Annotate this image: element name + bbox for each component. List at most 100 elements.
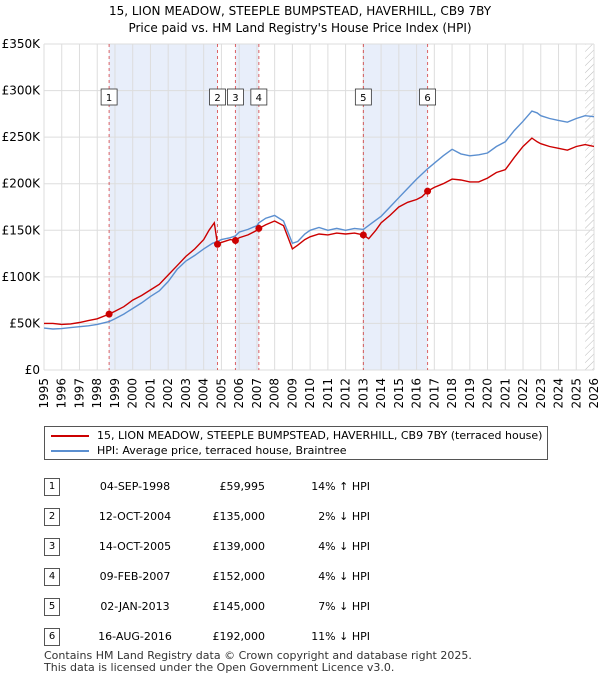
sale-marker-box [354,88,372,106]
x-tick-label: 2017 [427,378,441,409]
sale-date: 04-SEP-1998 [99,480,171,493]
forecast-hatch [585,44,594,370]
x-tick-label: 2000 [126,378,140,409]
x-tick-label: 2004 [197,378,211,409]
x-tick-label: 2009 [285,378,299,409]
sale-row: 3 14-OCT-2005 £139,000 4% ↓ HPI [0,532,600,562]
x-tick-label: 2016 [410,378,424,409]
x-tick-label: 2008 [268,378,282,409]
legend-hpi: HPI: Average price, terraced house, Brai… [51,443,347,459]
sale-hpi-diff: 4% ↓ HPI [318,570,370,583]
sale-points [105,187,432,318]
legend-property-label: 15, LION MEADOW, STEEPLE BUMPSTEAD, HAVE… [97,429,543,442]
x-tick-label: 2014 [374,378,388,409]
sale-marker-box [250,88,268,106]
footer-copyright: Contains HM Land Registry data © Crown c… [44,649,472,662]
x-tick-label: 2006 [232,378,246,409]
sale-point [359,231,367,239]
sale-period-shade [235,44,259,370]
sale-hpi-diff: 2% ↓ HPI [318,510,370,523]
sale-date: 14-OCT-2005 [98,540,172,553]
series-lines [44,110,594,330]
x-tick-label: 2012 [339,378,353,409]
sale-row: 1 04-SEP-1998 £59,995 14% ↑ HPI [0,472,600,502]
sale-row: 6 16-AUG-2016 £192,000 11% ↓ HPI [0,622,600,652]
sale-price: £59,995 [219,480,266,493]
footer: Contains HM Land Registry data © Crown c… [44,650,472,674]
forecast-hatch-area [585,44,594,370]
sale-price: £192,000 [212,630,266,643]
y-tick-label: £350K [2,37,42,51]
legend-hpi-label: HPI: Average price, terraced house, Brai… [97,444,347,457]
sale-marker-box [227,88,244,106]
sale-marker-label: 5 [360,93,366,104]
x-tick-label: 2024 [552,378,566,409]
sale-period-shade [109,44,218,370]
y-tick-label: £100K [2,270,42,284]
legend-hpi-swatch [51,450,89,452]
x-tick-label: 1997 [72,378,86,409]
x-tick-label: 2015 [392,378,406,409]
y-tick-label: £150K [2,223,42,237]
x-tick-label: 1996 [55,378,69,409]
sale-date: 12-OCT-2004 [98,510,172,523]
sale-number: 1 [44,478,60,496]
sale-marker-label: 1 [106,93,112,104]
x-tick-label: 2026 [587,378,600,409]
property-price-line [44,137,594,326]
sale-hpi-diff: 4% ↓ HPI [318,540,370,553]
sale-marker: 3 [227,88,244,106]
sale-marker-label: 6 [424,93,430,104]
sale-period-shade [363,44,428,370]
sale-row: 5 02-JAN-2013 £145,000 7% ↓ HPI [0,592,600,622]
sale-marker: 2 [209,88,226,106]
legend-property: 15, LION MEADOW, STEEPLE BUMPSTEAD, HAVE… [51,428,542,444]
sale-marker: 1 [100,88,118,106]
x-tick-label: 2025 [569,378,583,409]
footer-licence: This data is licensed under the Open Gov… [44,661,395,674]
x-tick-label: 2002 [161,378,175,409]
x-tick-label: 2019 [463,378,477,409]
price-chart: 15, LION MEADOW, STEEPLE BUMPSTEAD, HAVE… [2,4,600,409]
sale-hpi-diff: 7% ↓ HPI [318,600,370,613]
x-tick-label: 2001 [143,378,157,409]
sale-marker: 6 [419,88,436,106]
sale-number: 2 [44,508,60,526]
sale-marker: 5 [354,88,372,106]
sale-price: £139,000 [212,540,266,553]
y-tick-label: £250K [2,130,42,144]
y-tick-label: £300K [2,84,42,98]
y-tick-label: £0 [25,363,40,377]
x-tick-label: 2003 [179,378,193,409]
hpi-line [44,110,594,330]
sale-number: 3 [44,538,60,556]
sale-row: 2 12-OCT-2004 £135,000 2% ↓ HPI [0,502,600,532]
sale-price: £135,000 [212,510,266,523]
x-tick-label: 1999 [108,378,122,409]
x-tick-label: 2022 [516,378,530,409]
sale-hpi-diff: 14% ↑ HPI [311,480,370,493]
sale-marker-box [209,88,226,106]
sale-point [214,240,222,248]
sale-price: £145,000 [212,600,266,613]
y-axis: £0 £50K £100K £150K £200K £250K £300K £350K [2,37,42,377]
x-tick-label: 2021 [498,378,512,409]
sale-date: 02-JAN-2013 [100,600,170,613]
sale-marker-box [100,88,118,106]
legend-property-swatch [51,435,89,437]
sale-price: £152,000 [212,570,266,583]
sale-row: 4 09-FEB-2007 £152,000 4% ↓ HPI [0,562,600,592]
sale-point [231,237,239,245]
chart-subtitle: Price paid vs. HM Land Registry's House … [128,21,471,35]
sale-number: 4 [44,568,60,586]
x-tick-label: 2023 [534,378,548,409]
x-tick-label: 1998 [90,378,104,409]
sale-marker-label: 2 [214,93,220,104]
x-tick-label: 2013 [356,378,370,409]
sale-markers: 1 2 3 4 5 6 [100,88,436,106]
sale-marker: 4 [250,88,268,106]
legend: 15, LION MEADOW, STEEPLE BUMPSTEAD, HAVE… [44,426,548,460]
chart-title: 15, LION MEADOW, STEEPLE BUMPSTEAD, HAVE… [109,4,492,18]
sale-marker-label: 4 [256,93,262,104]
sale-date: 16-AUG-2016 [98,630,172,643]
